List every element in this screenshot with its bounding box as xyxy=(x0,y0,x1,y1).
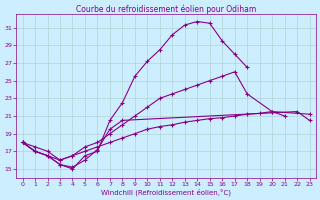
Title: Courbe du refroidissement éolien pour Odiham: Courbe du refroidissement éolien pour Od… xyxy=(76,4,256,14)
X-axis label: Windchill (Refroidissement éolien,°C): Windchill (Refroidissement éolien,°C) xyxy=(101,188,231,196)
